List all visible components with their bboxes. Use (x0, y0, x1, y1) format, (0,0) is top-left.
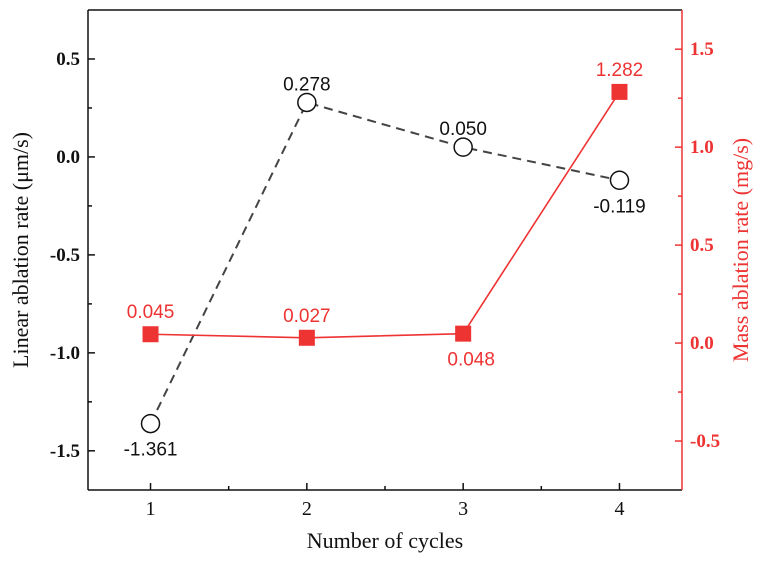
mass-rate-point (142, 326, 159, 343)
linear-rate-line (149, 101, 620, 425)
y-tick-label: 0.5 (56, 49, 80, 70)
y-tick-label: -0.5 (50, 245, 80, 266)
linear-rate-data-label: 0.050 (439, 119, 487, 140)
mass-rate-point (611, 83, 628, 100)
mass-rate-line (150, 91, 621, 339)
y2-tick-label: -0.5 (690, 431, 720, 452)
mass-rate-point (298, 329, 315, 346)
linear-rate-data-label: 0.278 (283, 74, 331, 95)
mass-rate-data-label: 0.045 (127, 302, 175, 323)
y-tick-label: -1.5 (50, 441, 80, 462)
y-tick-label: -1.0 (50, 343, 80, 364)
mass-rate-point (455, 325, 472, 342)
mass-rate-data-label: 1.282 (596, 60, 644, 81)
y2-tick-label: 0.0 (690, 333, 714, 354)
x-tick-label: 1 (146, 498, 156, 520)
linear-rate-data-label: -1.361 (124, 440, 178, 461)
linear-rate-data-label: -0.119 (593, 196, 645, 217)
y-tick-label: 0.0 (56, 147, 80, 168)
x-tick-label: 4 (614, 498, 624, 520)
mass-rate-data-label: 0.027 (283, 306, 331, 327)
linear-rate-point (453, 137, 473, 157)
y2-tick-label: 1.0 (690, 137, 714, 158)
linear-rate-point (609, 170, 630, 191)
y2-tick-label: 0.5 (690, 235, 714, 256)
y-axis-label: Linear ablation rate (μm/s) (8, 132, 33, 368)
x-tick-label: 3 (458, 498, 468, 520)
x-tick-label: 2 (302, 498, 312, 520)
x-axis-label: Number of cycles (307, 528, 463, 553)
linear-rate-point (297, 92, 317, 113)
linear-rate-point (140, 413, 161, 434)
mass-rate-data-label: 0.048 (447, 350, 495, 371)
y2-tick-label: 1.5 (690, 39, 714, 60)
y2-axis-label: Mass ablation rate (mg/s) (728, 138, 753, 362)
